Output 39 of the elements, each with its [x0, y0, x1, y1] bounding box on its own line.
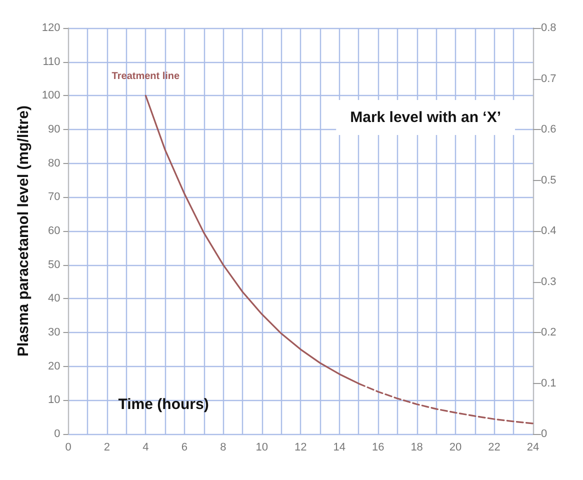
y-tick-label: 90: [48, 124, 60, 136]
x-tick-label: 22: [488, 442, 500, 454]
x-tick-label: 0: [65, 442, 72, 454]
y2-tick-label: 0.2: [541, 326, 556, 338]
y-tick-label: 10: [48, 394, 60, 406]
x-tick-label: 18: [410, 442, 423, 454]
y-tick-label: 40: [48, 292, 60, 305]
x-tick-label: 16: [372, 442, 384, 454]
x-tick-label: 14: [333, 442, 346, 454]
y-tick-label: 60: [48, 225, 60, 237]
y2-tick-label: 0.7: [541, 72, 556, 85]
y2-tick-label: 0.1: [541, 377, 556, 390]
y2-tick-label: 0.4: [541, 225, 556, 237]
x-tick-label: 2: [104, 442, 110, 454]
y-tick-label: 50: [48, 258, 60, 271]
y-tick-label: 70: [48, 191, 60, 204]
x-tick-label: 20: [449, 442, 462, 454]
annotation: Mark level with an ‘X’: [350, 109, 502, 126]
y-tick-label: 80: [48, 157, 60, 170]
x-tick-label: 6: [181, 442, 188, 454]
x-axis-title: Time (hours): [118, 396, 209, 413]
y2-tick-label: 0.5: [541, 174, 556, 186]
x-tick-label: 8: [220, 442, 226, 454]
x-tick-label: 24: [526, 442, 540, 454]
y-tick-label: 30: [48, 326, 60, 338]
y-tick-label: 20: [48, 360, 60, 372]
x-tick-label: 12: [294, 442, 307, 454]
x-tick-label: 4: [142, 442, 149, 454]
y-tick-label: 120: [42, 22, 60, 34]
y2-tick-label: 0.3: [541, 276, 556, 288]
y2-tick-label: 0.8: [541, 22, 556, 34]
y-axis-title: Plasma paracetamol level (mg/litre): [15, 106, 32, 356]
y-tick-label: 100: [42, 90, 60, 102]
y-tick-label: 110: [42, 56, 60, 68]
annotation: Treatment line: [112, 71, 180, 82]
y-tick-label: 0: [54, 428, 60, 440]
x-tick-label: 10: [256, 442, 268, 454]
y2-tick-label: 0: [541, 428, 548, 440]
y2-tick-label: 0.6: [541, 124, 556, 136]
